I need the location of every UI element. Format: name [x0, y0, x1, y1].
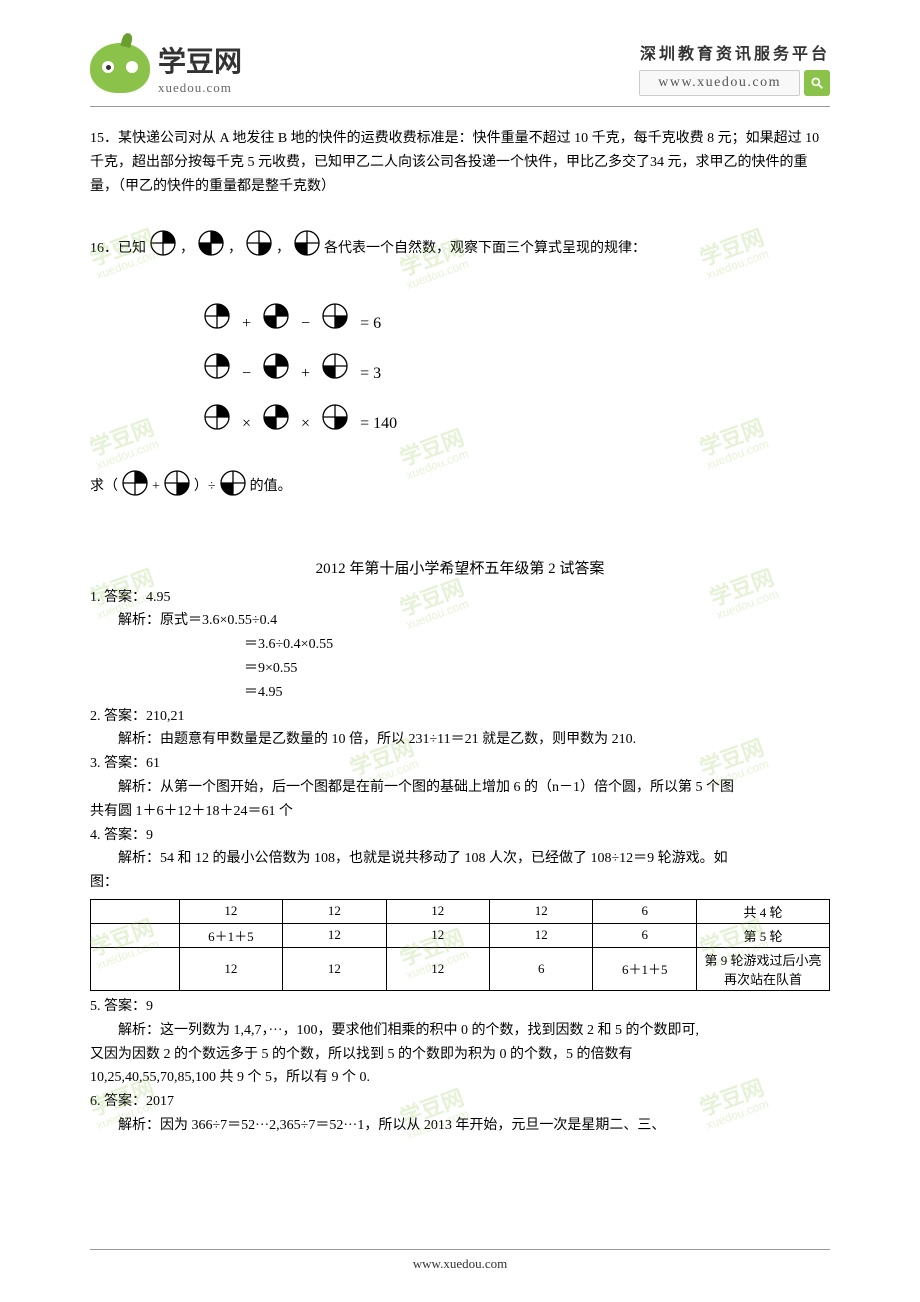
question-16: 16．已知 ， ， ， 各代表一个自然数，观察下面三个算式呈现的规律： + − …	[90, 228, 830, 506]
q16-mid: 各代表一个自然数，观察下面三个算式呈现的规律：	[324, 234, 646, 265]
q15-text: 15．某快递公司对从 A 地发往 B 地的快件的运费收费标准是：快件重量不超过 …	[90, 127, 830, 198]
answer-4-table: 12 12 12 12 6 共 4 轮 6＋1＋5 12 12 12 6 第 5…	[90, 899, 830, 991]
content: 15．某快递公司对从 A 地发往 B 地的快件的运费收费标准是：快件重量不超过 …	[90, 127, 830, 1138]
answers-title: 2012 年第十届小学希望杯五年级第 2 试答案	[90, 557, 830, 578]
logo-icon	[90, 43, 150, 93]
circle-symbol-b	[196, 228, 226, 271]
answer-6: 6. 答案：2017 解析：因为 366÷7＝52···2,365÷7＝52··…	[90, 1090, 830, 1138]
answer-1: 1. 答案：4.95 解析：原式＝3.6×0.55÷0.4 ＝3.6÷0.4×0…	[90, 586, 830, 705]
page-header: 学豆网 xuedou.com 深圳教育资讯服务平台 www.xuedou.com	[90, 0, 830, 107]
eq-2: − + = 3	[200, 351, 830, 397]
circle-symbol-c	[244, 228, 274, 271]
table-row: 6＋1＋5 12 12 12 6 第 5 轮	[91, 923, 830, 947]
footer-url: www.xuedou.com	[90, 1249, 830, 1272]
circle-symbol-d	[292, 228, 322, 271]
search-icon[interactable]	[804, 70, 830, 96]
eq-3: × × = 140	[200, 402, 830, 448]
circle-symbol-a	[148, 228, 178, 271]
table-row: 12 12 12 12 6 共 4 轮	[91, 899, 830, 923]
question-15: 15．某快递公司对从 A 地发往 B 地的快件的运费收费标准是：快件重量不超过 …	[90, 127, 830, 198]
answer-3: 3. 答案：61 解析：从第一个图开始，后一个图都是在前一个图的基础上增加 6 …	[90, 752, 830, 823]
logo-text-en: xuedou.com	[158, 80, 242, 96]
logo: 学豆网 xuedou.com	[90, 40, 242, 96]
slogan: 深圳教育资讯服务平台	[639, 40, 830, 64]
answer-5: 5. 答案：9 解析：这一列数为 1,4,7，···，100，要求他们相乘的积中…	[90, 995, 830, 1090]
table-row: 12 12 12 6 6＋1＋5 第 9 轮游戏过后小亮再次站在队首	[91, 947, 830, 990]
logo-text-cn: 学豆网	[158, 40, 242, 80]
eq-1: + − = 6	[200, 301, 830, 347]
q16-prefix: 16．已知	[90, 234, 146, 265]
answer-4: 4. 答案：9 解析：54 和 12 的最小公倍数为 108，也就是说共移动了 …	[90, 824, 830, 895]
answer-2: 2. 答案：210,21 解析：由题意有甲数量是乙数量的 10 倍，所以 231…	[90, 705, 830, 753]
equations: + − = 6 − + = 3 ×	[200, 301, 830, 448]
q16-final: 求（ + ）÷ 的值。	[90, 468, 830, 507]
url-box: www.xuedou.com	[639, 70, 800, 96]
